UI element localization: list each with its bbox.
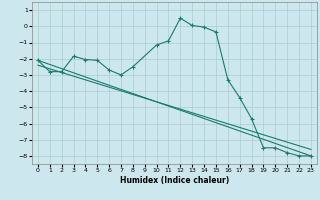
X-axis label: Humidex (Indice chaleur): Humidex (Indice chaleur) xyxy=(120,176,229,185)
